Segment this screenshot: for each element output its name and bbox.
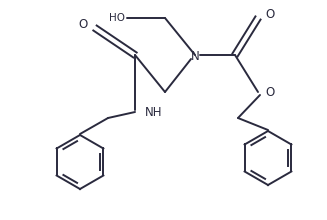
Text: HO: HO <box>109 13 125 23</box>
Text: N: N <box>191 50 199 62</box>
Text: NH: NH <box>145 106 163 119</box>
Text: O: O <box>79 18 88 31</box>
Text: O: O <box>265 86 274 99</box>
Text: O: O <box>265 9 274 22</box>
